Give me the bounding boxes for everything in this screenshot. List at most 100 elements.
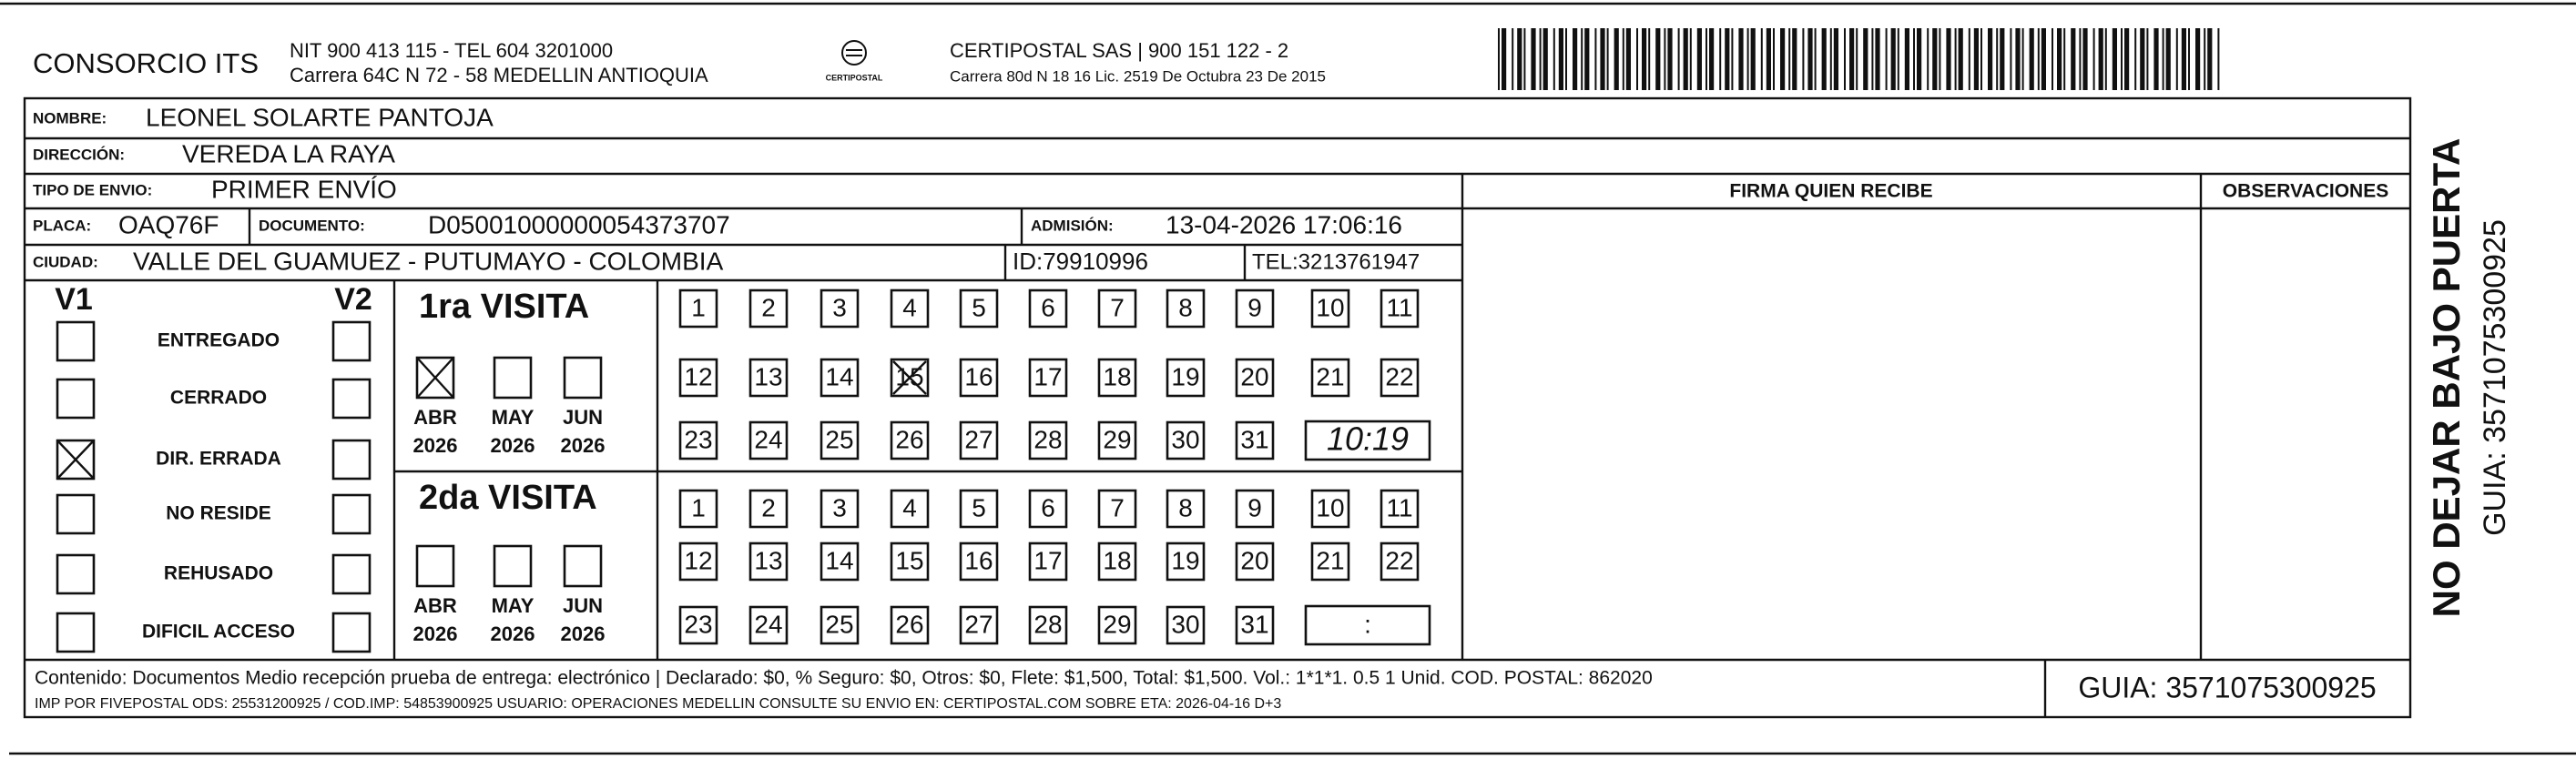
barcode-bar — [2063, 28, 2066, 90]
day-number: 10 — [1316, 293, 1344, 321]
barcode-bar — [1655, 28, 1661, 90]
day-number: 21 — [1316, 362, 1344, 390]
barcode-bar — [2162, 28, 2164, 90]
year-label: 2026 — [413, 434, 458, 457]
day-box — [820, 420, 860, 460]
barcode-bar — [1958, 28, 1963, 90]
logo-text: CERTIPOSTAL — [826, 73, 883, 82]
footer-guide: GUIA: 3571075300925 — [2078, 671, 2376, 703]
barcode-bar — [2000, 28, 2005, 90]
month-checkbox — [415, 544, 455, 588]
barcode-bar — [1512, 28, 1514, 90]
barcode-bar — [1996, 28, 1999, 90]
barcode-bar — [2079, 28, 2082, 90]
barcode-bar — [1677, 28, 1680, 90]
v1-checkbox — [56, 493, 96, 535]
month-checkbox — [493, 544, 533, 588]
day-box — [678, 288, 718, 329]
v2-checkbox — [331, 612, 372, 653]
day-number: 21 — [1316, 546, 1344, 574]
barcode-bar — [2037, 28, 2040, 90]
day-number: 3 — [832, 293, 847, 321]
barcode-bar — [1863, 28, 1868, 90]
barcode-bar — [2041, 28, 2046, 90]
barcode-bar — [1939, 28, 1941, 90]
barcode-bar — [1738, 28, 1744, 90]
barcode-bar — [2124, 28, 2130, 90]
field-value: PRIMER ENVÍO — [211, 175, 397, 203]
day-box — [1166, 605, 1206, 645]
day-box — [1380, 358, 1420, 398]
barcode-bar — [1780, 28, 1786, 90]
day-number: 14 — [825, 546, 853, 574]
barcode-bar — [1622, 28, 1624, 90]
month-label: ABR — [413, 594, 457, 617]
month-label: JUN — [563, 406, 603, 429]
day-box — [748, 541, 789, 582]
day-box — [748, 358, 789, 398]
visit-time: 10:19 — [1327, 420, 1409, 458]
month-label: MAY — [492, 406, 535, 429]
day-number: 23 — [684, 425, 712, 453]
barcode-bar — [2165, 28, 2171, 90]
company-name: CONSORCIO ITS — [33, 47, 259, 79]
day-box — [1166, 358, 1206, 398]
field-label: DOCUMENTO: — [259, 217, 365, 234]
barcode-bar — [2140, 28, 2145, 90]
day-number: 19 — [1171, 546, 1199, 574]
day-box — [1028, 420, 1068, 460]
day-box — [1166, 541, 1206, 582]
day-box — [748, 288, 789, 329]
field-label: DIRECCIÓN: — [33, 146, 125, 163]
field-label: PLACA: — [33, 217, 91, 234]
v1-checkbox — [56, 320, 96, 362]
day-box — [678, 541, 718, 582]
barcode-bar — [1750, 28, 1756, 90]
barcode-bar — [2029, 28, 2034, 90]
day-number: 11 — [1386, 293, 1412, 321]
barcode-bar — [2204, 28, 2206, 90]
barcode-bar — [2175, 28, 2178, 90]
company-info: NIT 900 413 115 - TEL 604 3201000 — [290, 39, 613, 62]
barcode-bar — [1648, 28, 1651, 90]
day-box — [1380, 541, 1420, 582]
barcode-bar — [1829, 28, 1832, 90]
day-number: 13 — [754, 546, 782, 574]
day-box — [1097, 605, 1137, 645]
barcode-bar — [1904, 28, 1909, 90]
column-header: OBSERVACIONES — [2223, 181, 2388, 202]
day-number: 25 — [825, 610, 853, 638]
year-label: 2026 — [491, 622, 535, 645]
status-label: NO RESIDE — [166, 503, 271, 524]
barcode-bar — [1531, 28, 1536, 90]
barcode-bar — [2146, 28, 2149, 90]
barcode-bar — [2071, 28, 2076, 90]
field-value: ID:79910996 — [1013, 248, 1148, 275]
day-number: 27 — [964, 425, 993, 453]
barcode-bar — [1807, 28, 1813, 90]
barcode-bar — [2010, 28, 2012, 90]
field-value: VALLE DEL GUAMUEZ - PUTUMAYO - COLOMBIA — [133, 247, 724, 275]
barcode-bar — [1973, 28, 1979, 90]
main-frame — [23, 96, 2412, 719]
day-box — [1028, 358, 1068, 398]
logo-icon-lines — [846, 49, 862, 56]
barcode-bar — [1946, 28, 1951, 90]
day-box — [1028, 489, 1068, 529]
barcode-bar — [1558, 28, 1563, 90]
barcode-bar — [2052, 28, 2053, 90]
day-box — [748, 605, 789, 645]
field-label: NOMBRE: — [33, 109, 107, 126]
barcode-bar — [1821, 28, 1827, 90]
barcode-bar — [1849, 28, 1855, 90]
barcode-bar — [2207, 28, 2213, 90]
day-number: 31 — [1240, 425, 1268, 453]
day-number: 18 — [1103, 362, 1131, 390]
barcode-bar — [2112, 28, 2117, 90]
day-number: 29 — [1103, 610, 1131, 638]
day-number: 17 — [1033, 546, 1062, 574]
barcode-bar — [1885, 28, 1888, 90]
day-box — [678, 420, 718, 460]
v2-checkbox — [331, 378, 372, 420]
day-number: 8 — [1178, 493, 1193, 521]
